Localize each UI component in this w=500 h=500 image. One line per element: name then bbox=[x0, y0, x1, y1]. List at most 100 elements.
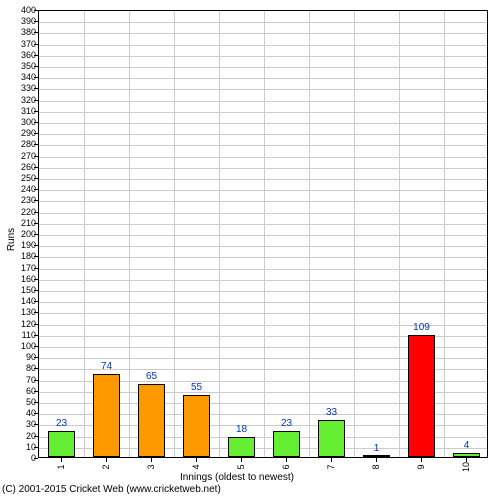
y-tick-mark bbox=[34, 32, 38, 33]
x-tick-label: 5 bbox=[236, 464, 246, 469]
y-tick-label: 40 bbox=[10, 408, 36, 418]
grid-line bbox=[39, 269, 487, 270]
y-tick-mark bbox=[34, 178, 38, 179]
y-tick-mark bbox=[34, 424, 38, 425]
grid-line bbox=[39, 22, 487, 23]
grid-line bbox=[39, 157, 487, 158]
y-tick-label: 390 bbox=[10, 16, 36, 26]
grid-line bbox=[39, 246, 487, 247]
y-tick-mark bbox=[34, 245, 38, 246]
grid-line bbox=[39, 224, 487, 225]
grid-line bbox=[174, 11, 175, 457]
grid-line bbox=[39, 291, 487, 292]
y-tick-label: 220 bbox=[10, 207, 36, 217]
y-tick-mark bbox=[34, 10, 38, 11]
grid-line bbox=[39, 123, 487, 124]
bar-value-label: 33 bbox=[326, 407, 337, 418]
y-tick-mark bbox=[34, 324, 38, 325]
y-tick-label: 170 bbox=[10, 263, 36, 273]
grid-line bbox=[84, 11, 85, 457]
bar bbox=[363, 455, 390, 457]
y-tick-label: 320 bbox=[10, 95, 36, 105]
grid-line bbox=[39, 190, 487, 191]
grid-line bbox=[39, 145, 487, 146]
y-tick-label: 380 bbox=[10, 27, 36, 37]
y-tick-mark bbox=[34, 122, 38, 123]
y-tick-label: 300 bbox=[10, 117, 36, 127]
y-tick-label: 160 bbox=[10, 274, 36, 284]
x-tick-label: 9 bbox=[416, 464, 426, 469]
x-tick-mark bbox=[376, 458, 377, 462]
y-tick-label: 60 bbox=[10, 386, 36, 396]
bar-value-label: 74 bbox=[101, 361, 112, 372]
y-tick-label: 90 bbox=[10, 352, 36, 362]
y-tick-label: 250 bbox=[10, 173, 36, 183]
y-tick-label: 80 bbox=[10, 363, 36, 373]
bar-value-label: 23 bbox=[56, 418, 67, 429]
grid-line bbox=[39, 78, 487, 79]
bar bbox=[273, 431, 300, 457]
y-tick-label: 260 bbox=[10, 162, 36, 172]
x-tick-label: 7 bbox=[326, 464, 336, 469]
grid-line bbox=[39, 280, 487, 281]
y-tick-label: 330 bbox=[10, 83, 36, 93]
y-tick-label: 20 bbox=[10, 431, 36, 441]
bar bbox=[48, 431, 75, 457]
grid-line bbox=[39, 302, 487, 303]
x-tick-mark bbox=[61, 458, 62, 462]
y-tick-mark bbox=[34, 436, 38, 437]
x-tick-label: 1 bbox=[56, 464, 66, 469]
y-tick-label: 120 bbox=[10, 319, 36, 329]
bar bbox=[228, 437, 255, 457]
y-tick-label: 360 bbox=[10, 50, 36, 60]
y-tick-label: 180 bbox=[10, 251, 36, 261]
grid-line bbox=[129, 11, 130, 457]
y-tick-mark bbox=[34, 212, 38, 213]
y-tick-mark bbox=[34, 391, 38, 392]
x-tick-label: 4 bbox=[191, 464, 201, 469]
bar-value-label: 109 bbox=[413, 322, 430, 333]
y-tick-mark bbox=[34, 447, 38, 448]
bar bbox=[453, 453, 480, 457]
y-tick-label: 340 bbox=[10, 72, 36, 82]
y-tick-mark bbox=[34, 357, 38, 358]
grid-line bbox=[444, 11, 445, 457]
y-tick-label: 270 bbox=[10, 151, 36, 161]
grid-line bbox=[354, 11, 355, 457]
y-tick-label: 210 bbox=[10, 218, 36, 228]
x-tick-label: 6 bbox=[281, 464, 291, 469]
grid-line bbox=[39, 257, 487, 258]
grid-line bbox=[39, 134, 487, 135]
x-tick-mark bbox=[466, 458, 467, 462]
bar bbox=[93, 374, 120, 457]
y-tick-mark bbox=[34, 167, 38, 168]
bar bbox=[138, 384, 165, 457]
grid-line bbox=[309, 11, 310, 457]
y-tick-mark bbox=[34, 301, 38, 302]
bar bbox=[183, 395, 210, 457]
plot-area: 2374655518233311094 bbox=[39, 11, 487, 457]
y-tick-mark bbox=[34, 44, 38, 45]
y-tick-mark bbox=[34, 66, 38, 67]
y-tick-mark bbox=[34, 77, 38, 78]
y-tick-label: 310 bbox=[10, 106, 36, 116]
grid-line bbox=[39, 56, 487, 57]
y-tick-mark bbox=[34, 380, 38, 381]
x-tick-mark bbox=[421, 458, 422, 462]
grid-line bbox=[39, 201, 487, 202]
y-tick-mark bbox=[34, 458, 38, 459]
y-tick-mark bbox=[34, 189, 38, 190]
y-tick-mark bbox=[34, 335, 38, 336]
copyright-text: (C) 2001-2015 Cricket Web (www.cricketwe… bbox=[2, 484, 221, 495]
y-tick-label: 110 bbox=[10, 330, 36, 340]
grid-line bbox=[39, 112, 487, 113]
y-tick-label: 240 bbox=[10, 184, 36, 194]
x-tick-mark bbox=[196, 458, 197, 462]
grid-line bbox=[219, 11, 220, 457]
y-tick-label: 10 bbox=[10, 442, 36, 452]
bar bbox=[318, 420, 345, 457]
x-tick-label: 3 bbox=[146, 464, 156, 469]
y-tick-mark bbox=[34, 368, 38, 369]
y-tick-mark bbox=[34, 268, 38, 269]
y-tick-mark bbox=[34, 88, 38, 89]
